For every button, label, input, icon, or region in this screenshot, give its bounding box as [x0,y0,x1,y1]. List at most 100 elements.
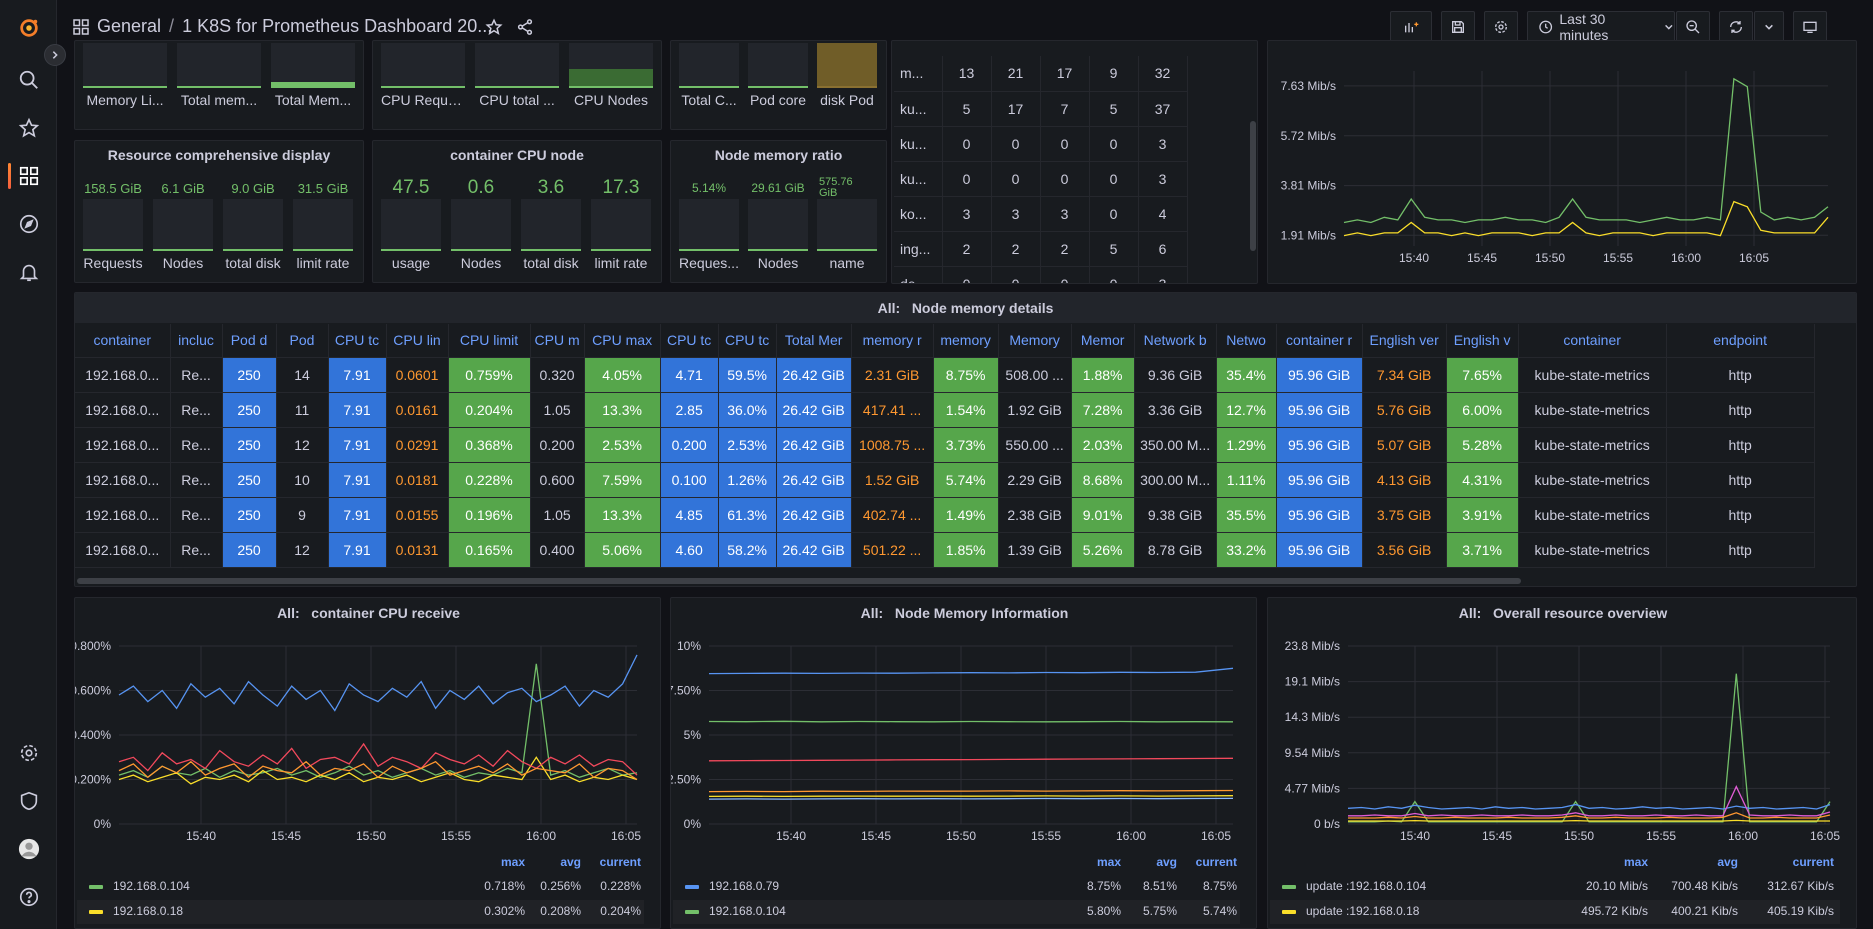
cell-value: 0 [1089,196,1139,232]
gauge-total-memory-2: Total Mem... [271,43,355,108]
shield-icon[interactable] [12,784,46,818]
column-header[interactable]: English ver [1362,324,1447,358]
cell-value: 0 [991,266,1041,283]
legend-row-bg [77,900,644,924]
save-icon[interactable] [1441,11,1475,43]
table-cell: 8.75% [933,357,999,393]
column-header[interactable]: incluc [170,324,223,358]
table-cell: 508.00 ... [998,357,1072,393]
title-prefix: All: [861,605,895,621]
legend-header: avg [1156,855,1177,869]
star-icon[interactable] [12,111,46,145]
help-icon[interactable] [12,880,46,914]
table-cell: 7.91 [328,392,387,428]
series-line [118,663,638,779]
time-picker[interactable]: Last 30 minutes [1527,11,1675,43]
column-header[interactable]: Pod [276,324,329,358]
table-cell: 7.34 GiB [1362,357,1447,393]
breadcrumb-folder[interactable]: General [97,16,162,36]
gauge-pod-core: Pod core [748,43,808,108]
star-icon[interactable] [481,14,507,40]
alert-bell-icon[interactable] [12,255,46,289]
gauge-value: 6.1 GiB [161,181,205,196]
x-tick-label: 15:55 [1646,829,1676,843]
container-cpu-receive-chart: All: container CPU receive 0% 0.200% 0.400%… [75,605,644,924]
scrollbar[interactable] [1250,121,1256,251]
gauge-total-disk: 9.0 GiB total disk [223,181,283,271]
table-cell: 1.49% [933,497,999,533]
table-cell: 1.05 [530,497,585,533]
avatar[interactable] [12,832,46,866]
x-tick-label: 16:05 [1810,829,1840,843]
horizontal-scrollbar[interactable] [77,578,1521,584]
search-icon[interactable] [12,63,46,97]
chevron-right-icon[interactable] [44,44,66,66]
column-header[interactable]: CPU tc [718,324,777,358]
series-line [118,742,638,776]
tv-mode-icon[interactable] [1793,11,1827,43]
table-cell: 95.96 GiB [1276,427,1363,463]
table-row[interactable]: 192.168.0... Re... 250 10 7.91 0.0181 0.228% 0.… [75,462,1815,498]
panel-cpu-summary: CPU Reque... CPU total ... CPU Nodes [372,40,662,130]
dashboards-icon[interactable] [12,159,46,193]
table-cell: 2.31 GiB [851,357,934,393]
cell-value: 0 [1089,161,1139,197]
table-row[interactable]: 192.168.0... Re... 250 9 7.91 0.0155 0.196% 1.0… [75,497,1815,533]
share-icon[interactable] [512,14,538,40]
table-row[interactable]: 192.168.0... Re... 250 12 7.91 0.0291 0.368% 0.… [75,427,1815,463]
column-header[interactable]: memory [933,324,999,358]
series-line [708,757,1234,762]
table-cell: 1.85% [933,532,999,568]
explore-icon[interactable] [12,207,46,241]
gear-icon[interactable] [12,736,46,770]
refresh-interval-dropdown[interactable] [1754,11,1784,43]
page-title[interactable]: 1 K8S for Prometheus Dashboard 20... [182,16,493,36]
y-tick-label: 9.54 Mib/s [1285,746,1340,760]
table-row: ku... 0 0 0 0 3 [894,126,1188,162]
legend-value: 5.74% [1203,904,1237,918]
x-tick-label: 15:50 [1535,251,1565,265]
column-header[interactable]: container [75,324,171,358]
table-cell: Re... [170,392,223,428]
add-panel-icon[interactable] [1390,11,1432,43]
column-header[interactable]: memory r [851,324,934,358]
table-cell: 7.91 [328,462,387,498]
column-header[interactable]: Pod d [222,324,277,358]
column-header[interactable]: English v [1446,324,1519,358]
column-header[interactable]: endpoint [1666,324,1815,358]
cell-name: ku... [894,161,943,197]
column-header[interactable]: CPU lin [386,324,449,358]
panel-container-cpu-node: container CPU node 47.5 usage 0.6 Nodes 3.… [372,140,662,283]
column-header[interactable]: CPU max [584,324,661,358]
mini-table-body: m... 13 21 17 9 32 ku... 5 17 7 5 37 ku... 0 0 0 0 3 ku...… [894,56,1188,283]
column-header[interactable]: CPU m [530,324,585,358]
x-tick-label: 15:50 [356,829,386,843]
refresh-icon[interactable] [1719,11,1753,43]
zoom-out-icon[interactable] [1676,11,1710,43]
legend-value: 405.19 Kib/s [1767,904,1834,918]
column-header[interactable]: Memor [1071,324,1135,358]
table-row[interactable]: 192.168.0... Re... 250 14 7.91 0.0601 0.759% 0.… [75,357,1815,393]
column-header[interactable]: Network b [1134,324,1217,358]
column-header[interactable]: container r [1276,324,1363,358]
table-cell: 9 [276,497,329,533]
column-header[interactable]: CPU tc [660,324,719,358]
gauge-limit-rate: 17.3 limit rate [591,177,651,271]
gauge-bar [451,199,511,251]
column-header[interactable]: CPU tc [328,324,387,358]
y-tick-label: 0.600% [75,684,111,698]
column-header[interactable]: Total Mer [776,324,852,358]
column-header[interactable]: CPU limit [448,324,531,358]
column-header[interactable]: Netwo [1216,324,1277,358]
gauge-value: 0.6 [467,177,495,198]
grafana-logo-icon[interactable] [12,11,46,45]
cell-value: 3 [1138,126,1188,162]
column-header[interactable]: Memory [998,324,1072,358]
column-header[interactable]: container [1518,324,1667,358]
network-rate-chart: 1.91 Mib/s 3.81 Mib/s 5.72 Mib/s 7.63 Mib/s… [1281,71,1829,265]
settings-icon[interactable] [1484,11,1518,43]
series-line [1343,200,1829,237]
table-row[interactable]: 192.168.0... Re... 250 11 7.91 0.0161 0.204% 1.… [75,392,1815,428]
table-row[interactable]: 192.168.0... Re... 250 12 7.91 0.0131 0.165% 0.… [75,532,1815,568]
table-cell: 4.85 [660,497,719,533]
